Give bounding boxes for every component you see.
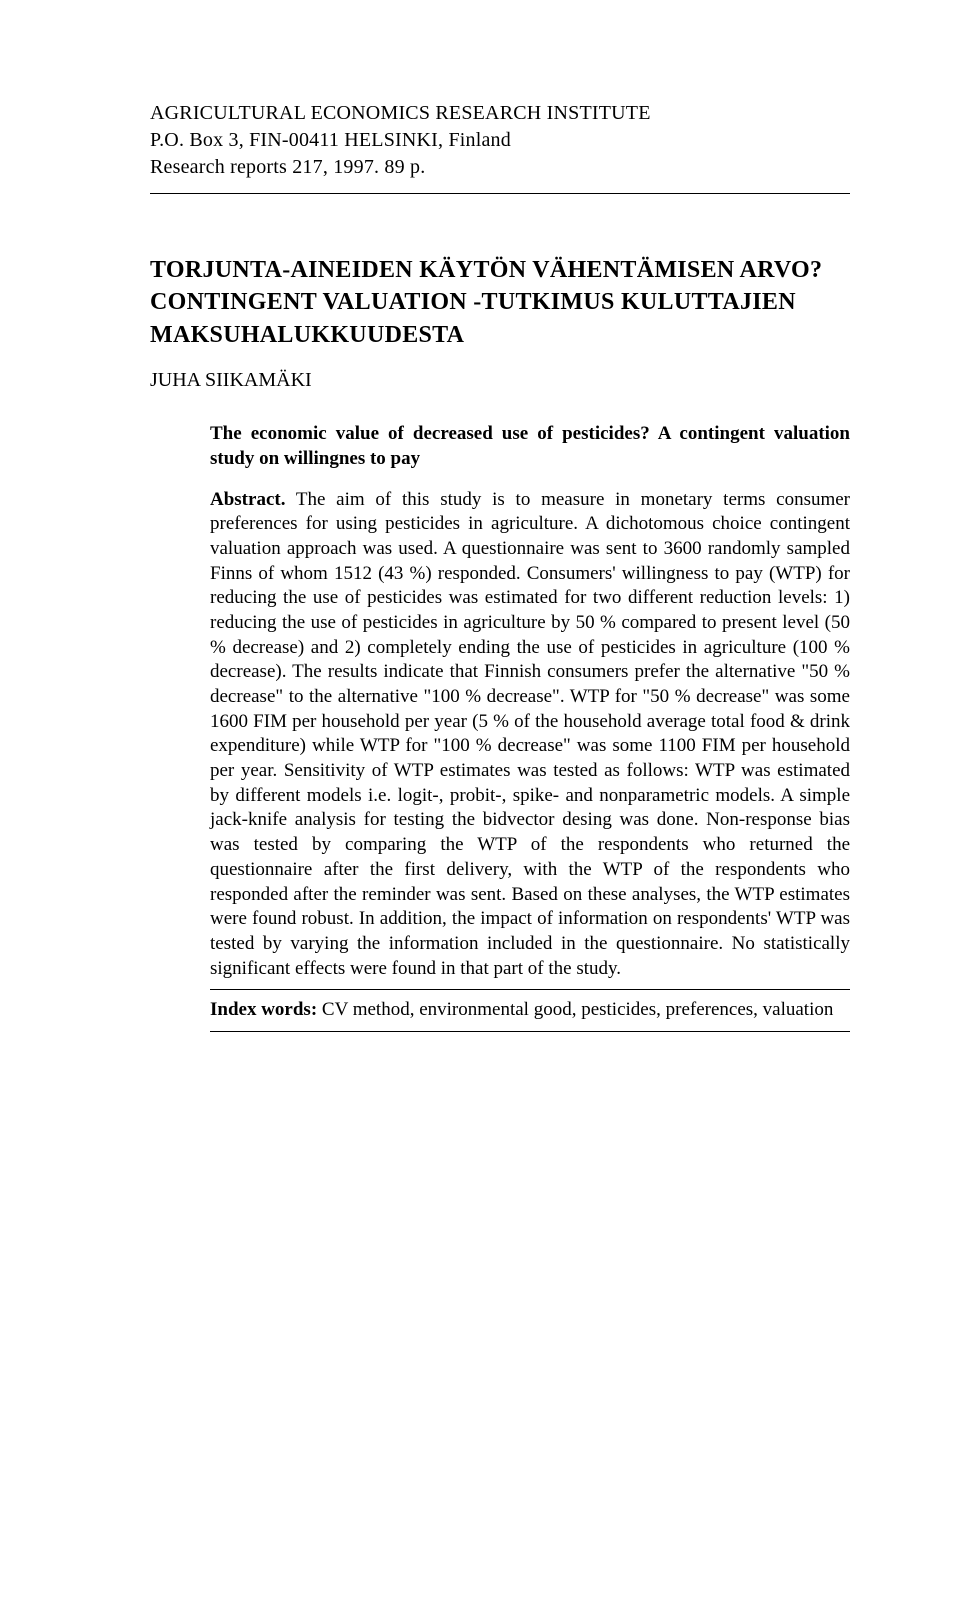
report-citation: Research reports 217, 1997. 89 p. [150, 154, 850, 181]
abstract-bottom-rule [210, 989, 850, 990]
abstract-text: The aim of this study is to measure in m… [210, 489, 850, 979]
page: AGRICULTURAL ECONOMICS RESEARCH INSTITUT… [0, 0, 960, 1120]
index-bottom-rule [210, 1031, 850, 1032]
index-runin: Index words: [210, 999, 317, 1020]
title-text: TORJUNTA-AINEIDEN KÄYTÖN VÄHENTÄMISEN AR… [150, 254, 850, 351]
header-rule [150, 193, 850, 194]
institute-address: P.O. Box 3, FIN-00411 HELSINKI, Finland [150, 127, 850, 154]
index-text: CV method, environmental good, pesticide… [317, 999, 833, 1020]
abstract-runin: Abstract. [210, 489, 285, 510]
paper-title: TORJUNTA-AINEIDEN KÄYTÖN VÄHENTÄMISEN AR… [150, 254, 850, 351]
author-name: JUHA SIIKAMÄKI [150, 369, 850, 392]
abstract-section: The economic value of decreased use of p… [210, 422, 850, 1032]
publication-header: AGRICULTURAL ECONOMICS RESEARCH INSTITUT… [150, 100, 850, 181]
index-words: Index words: CV method, environmental go… [210, 998, 850, 1023]
abstract-heading: The economic value of decreased use of p… [210, 422, 850, 471]
abstract-body: Abstract. The aim of this study is to me… [210, 488, 850, 982]
institute-name: AGRICULTURAL ECONOMICS RESEARCH INSTITUT… [150, 100, 850, 127]
